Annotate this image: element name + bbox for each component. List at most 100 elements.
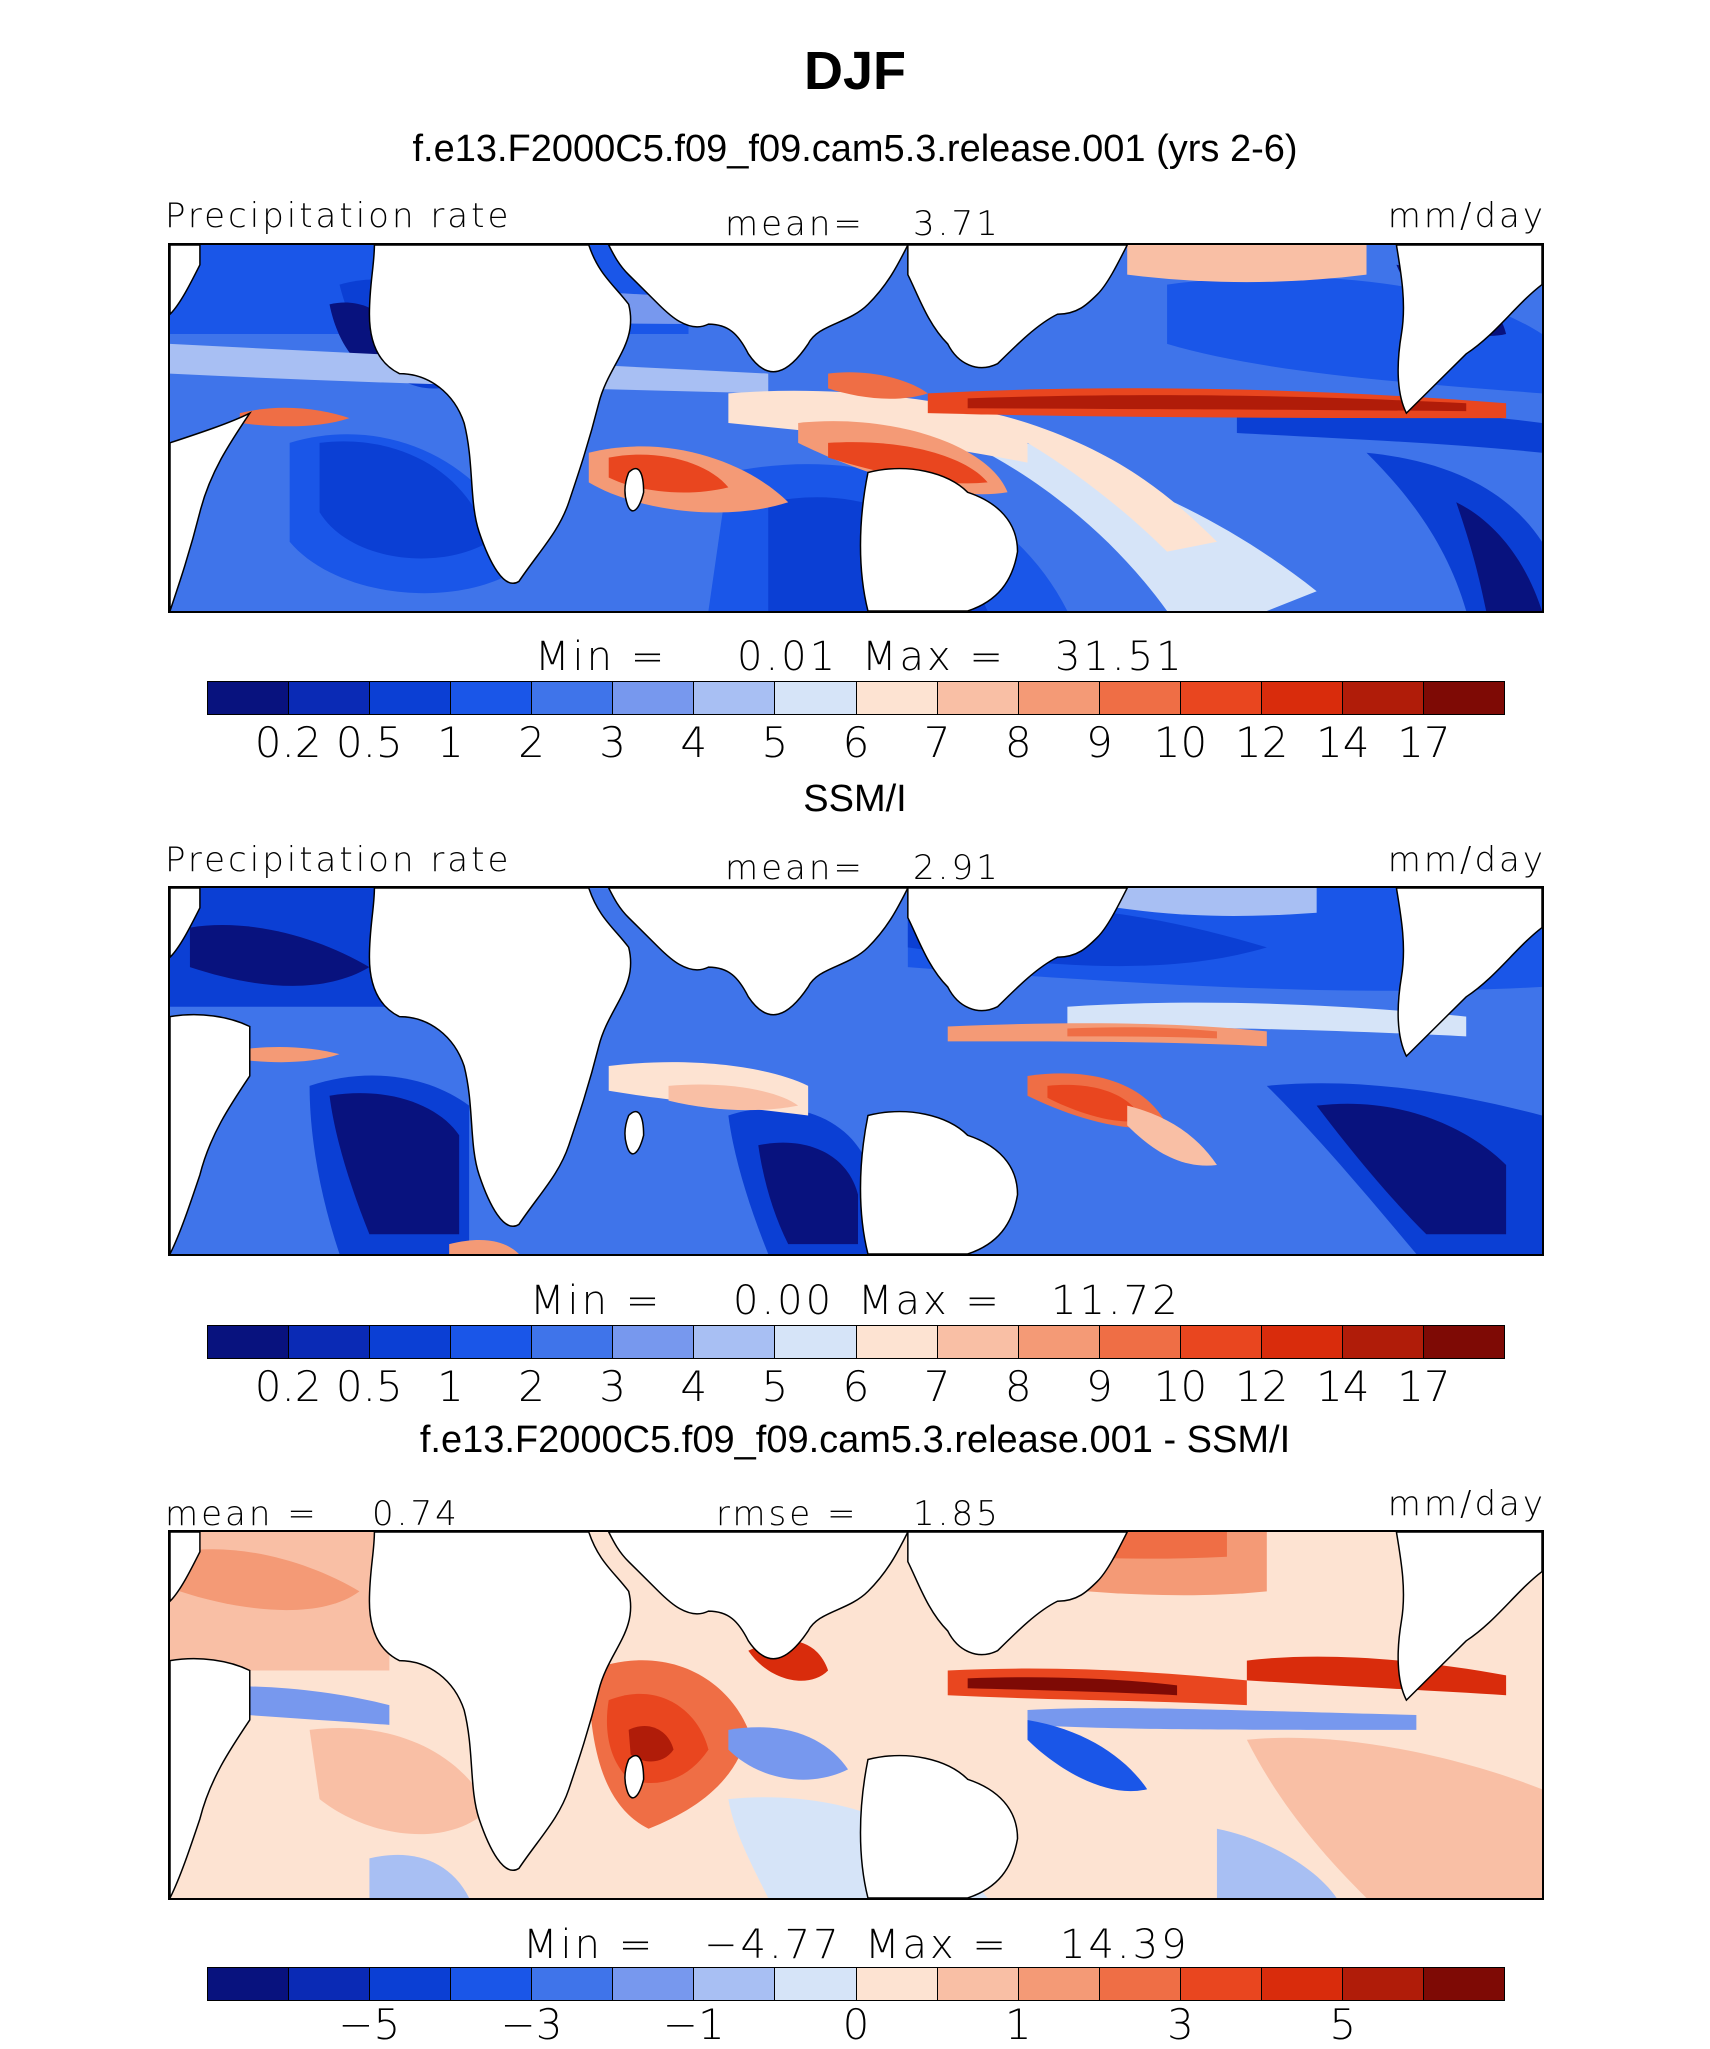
- colorbar-swatch: [451, 1968, 533, 2000]
- colorbar-swatch: [1099, 1968, 1181, 2000]
- colorbar-swatch: [775, 1968, 857, 2000]
- colorbar-swatch: [775, 682, 857, 714]
- colorbar-swatch: [1018, 1326, 1100, 1358]
- colorbar-swatch: [856, 1968, 938, 2000]
- panel-3-units-label: mm/day: [1387, 1484, 1546, 1524]
- colorbar-tick-label: 12: [1234, 718, 1289, 767]
- colorbar-swatch: [1423, 1968, 1504, 2000]
- colorbar-tick-label: 5: [761, 1362, 789, 1411]
- colorbar-swatch: [289, 1326, 371, 1358]
- colorbar-swatch: [451, 682, 533, 714]
- panel-3-mean-label: mean =: [165, 1494, 319, 1534]
- colorbar-tick-label: 4: [680, 1362, 708, 1411]
- colorbar-swatch: [1099, 682, 1181, 714]
- panel-3-subtitle: f.e13.F2000C5.f09_f09.cam5.3.release.001…: [419, 1419, 1291, 1461]
- colorbar-swatch: [613, 1968, 695, 2000]
- panel-3-colorbar: [207, 1967, 1505, 2001]
- panel-3-mean-value: 0.74: [372, 1494, 460, 1534]
- colorbar-tick-label: 8: [1004, 1362, 1032, 1411]
- colorbar-swatch: [1342, 682, 1424, 714]
- colorbar-swatch: [694, 682, 776, 714]
- panel-1-colorbar: [207, 681, 1505, 715]
- main-title: DJF: [803, 41, 907, 101]
- colorbar-swatch: [208, 1326, 290, 1358]
- colorbar-swatch: [370, 1326, 452, 1358]
- colorbar-swatch: [208, 682, 290, 714]
- panel-2-max-label: Max =: [858, 1278, 1002, 1324]
- colorbar-tick-label: −3: [500, 2000, 563, 2049]
- panel-1-max-label: Max =: [862, 634, 1006, 680]
- colorbar-swatch: [208, 1968, 290, 2000]
- colorbar-tick-label: −5: [338, 2000, 401, 2049]
- panel-1-variable-label: Precipitation rate: [165, 196, 512, 236]
- panel-1-subtitle: f.e13.F2000C5.f09_f09.cam5.3.release.001…: [412, 128, 1298, 170]
- panel-3-min-label: Min =: [523, 1922, 656, 1968]
- colorbar-tick-label: 3: [599, 1362, 626, 1411]
- colorbar-swatch: [1261, 1968, 1343, 2000]
- colorbar-swatch: [1018, 1968, 1100, 2000]
- colorbar-tick-label: 0.2: [254, 1362, 322, 1411]
- colorbar-swatch: [370, 1968, 452, 2000]
- panel-2-subtitle: SSM/I: [803, 778, 907, 820]
- panel-2-map: [168, 886, 1544, 1256]
- colorbar-tick-label: 1: [437, 1362, 464, 1411]
- colorbar-swatch: [1180, 682, 1262, 714]
- panel-2-mean-value: 2.91: [913, 848, 1001, 888]
- colorbar-tick-label: 4: [680, 718, 708, 767]
- panel-2-max-value: 11.72: [1051, 1278, 1181, 1324]
- colorbar-swatch: [694, 1326, 776, 1358]
- colorbar-swatch: [1342, 1968, 1424, 2000]
- panel-1-mean-label: mean=: [725, 204, 865, 244]
- colorbar-tick-label: 2: [518, 718, 545, 767]
- panel-2-variable-label: Precipitation rate: [165, 840, 512, 880]
- colorbar-tick-label: 6: [842, 1362, 870, 1411]
- panel-3-max-value: 14.39: [1060, 1922, 1190, 1968]
- panel-2-min-value: 0.00: [733, 1278, 835, 1324]
- panel-1-max-value: 31.51: [1055, 634, 1185, 680]
- colorbar-swatch: [1099, 1326, 1181, 1358]
- colorbar-swatch: [1018, 682, 1100, 714]
- colorbar-swatch: [1180, 1968, 1262, 2000]
- colorbar-tick-label: 0: [842, 2000, 870, 2049]
- colorbar-swatch: [1342, 1326, 1424, 1358]
- colorbar-tick-label: 14: [1316, 1362, 1370, 1411]
- colorbar-tick-label: 17: [1397, 718, 1451, 767]
- colorbar-tick-label: 10: [1153, 718, 1208, 767]
- colorbar-tick-label: 2: [518, 1362, 545, 1411]
- colorbar-swatch: [532, 1968, 614, 2000]
- panel-3-min-value: −4.77: [704, 1922, 842, 1968]
- colorbar-swatch: [856, 1326, 938, 1358]
- colorbar-tick-label: 3: [1167, 2000, 1194, 2049]
- colorbar-tick-label: 3: [599, 718, 626, 767]
- panel-2-colorbar: [207, 1325, 1505, 1359]
- colorbar-swatch: [613, 1326, 695, 1358]
- colorbar-tick-label: 5: [761, 718, 789, 767]
- colorbar-swatch: [1261, 682, 1343, 714]
- colorbar-tick-label: 6: [842, 718, 870, 767]
- panel-2-units-label: mm/day: [1387, 840, 1546, 880]
- colorbar-swatch: [775, 1326, 857, 1358]
- panel-1-mean-value: 3.71: [913, 204, 1001, 244]
- colorbar-swatch: [1423, 1326, 1504, 1358]
- colorbar-tick-label: 8: [1004, 718, 1032, 767]
- colorbar-swatch: [613, 682, 695, 714]
- colorbar-swatch: [532, 682, 614, 714]
- panel-2-min-label: Min =: [530, 1278, 663, 1324]
- colorbar-swatch: [937, 1326, 1019, 1358]
- colorbar-swatch: [532, 1326, 614, 1358]
- colorbar-tick-label: 1: [1004, 2000, 1032, 2049]
- colorbar-tick-label: 7: [923, 1362, 951, 1411]
- colorbar-tick-label: 5: [1329, 2000, 1357, 2049]
- colorbar-swatch: [289, 682, 371, 714]
- colorbar-swatch: [937, 682, 1019, 714]
- colorbar-swatch: [1423, 682, 1504, 714]
- colorbar-swatch: [451, 1326, 533, 1358]
- colorbar-tick-label: 17: [1397, 1362, 1451, 1411]
- panel-3-rmse-label: rmse =: [716, 1494, 859, 1534]
- colorbar-tick-label: 14: [1316, 718, 1370, 767]
- panel-1-min-value: 0.01: [737, 634, 839, 680]
- colorbar-swatch: [937, 1968, 1019, 2000]
- colorbar-tick-label: 0.2: [254, 718, 322, 767]
- colorbar-tick-label: 7: [923, 718, 951, 767]
- colorbar-tick-label: 9: [1086, 718, 1113, 767]
